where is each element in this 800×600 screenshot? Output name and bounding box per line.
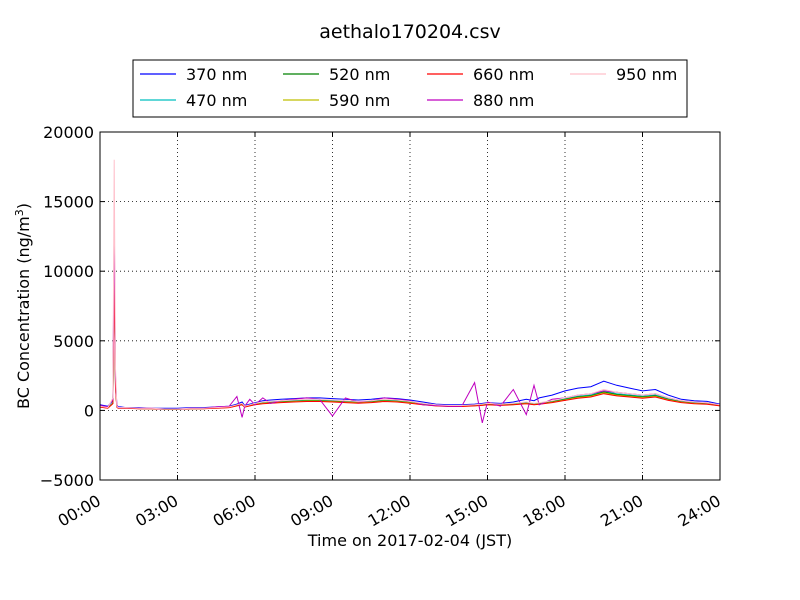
legend: 370 nm 470 nm 520 nm 590 nm 660 nm 880 nm 950 … — [132, 59, 688, 118]
chart-title: aethalo170204.csv — [319, 21, 501, 43]
y-axis-label-main: BC Concentration (ng/m — [14, 216, 33, 409]
series-line-950-nm — [100, 159, 720, 410]
legend-label: 590 nm — [329, 91, 390, 110]
y-axis-label-close: ) — [14, 203, 33, 209]
legend-box — [132, 59, 688, 118]
y-tick-label: 15000 — [43, 193, 94, 212]
legend-label: 660 nm — [473, 65, 534, 84]
y-tick-label: 5000 — [53, 332, 94, 351]
y-tick-label: 0 — [84, 401, 94, 420]
legend-label: 470 nm — [186, 91, 247, 110]
y-axis-label-superscript: 3 — [13, 209, 26, 216]
y-tick-label: 20000 — [43, 123, 94, 142]
x-axis-label: Time on 2017-02-04 (JST) — [307, 531, 512, 550]
legend-label: 520 nm — [329, 65, 390, 84]
legend-label: 370 nm — [186, 65, 247, 84]
legend-label: 950 nm — [616, 65, 677, 84]
grid — [100, 132, 720, 480]
y-tick-label: −5000 — [40, 471, 94, 490]
legend-label: 880 nm — [473, 91, 534, 110]
y-axis-label: BC Concentration (ng/m3) — [13, 203, 33, 409]
y-tick-label: 10000 — [43, 262, 94, 281]
series-layer — [100, 159, 720, 424]
